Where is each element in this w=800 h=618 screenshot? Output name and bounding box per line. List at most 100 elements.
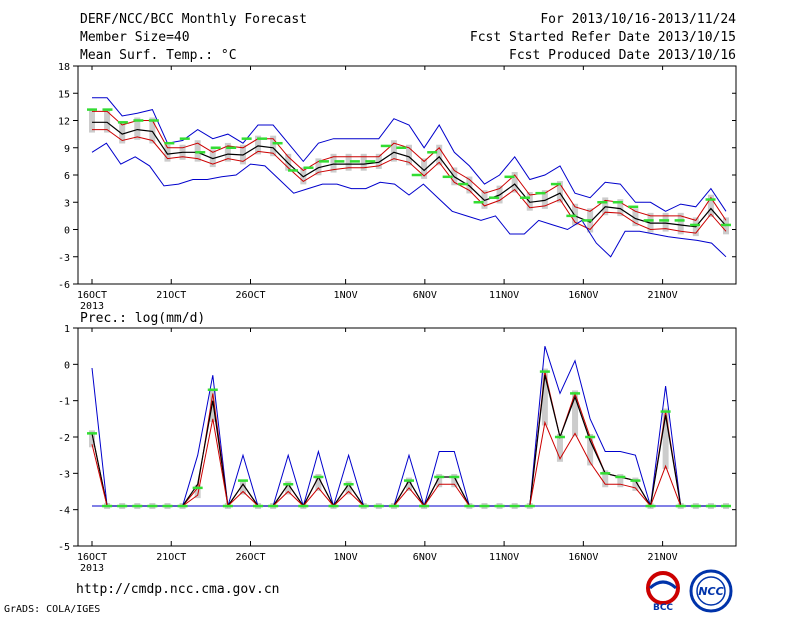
start-date: Fcst Started Refer Date 2013/10/15 [469,30,736,45]
prec-spread-box [194,484,201,499]
temp-spread-box [541,190,548,209]
temp-y-tick-label: 12 [58,117,70,128]
temp-spread-box [255,135,262,155]
temp-spread-box [406,144,412,166]
prec-x-tick-label: 6NOV [413,552,437,563]
prec-y-tick-label: -1 [58,397,70,408]
temp-min-line [91,142,727,258]
prec-plot-frame [77,327,737,547]
prec-panel-title: Prec.: log(mm/d) [80,311,205,326]
temp-spread-box [421,158,428,179]
temp-y-tick-label: 0 [64,226,70,237]
temp-spread-box [224,142,231,162]
temp-spread-box [104,108,111,133]
temp-x-tick-label: 1NOV [334,290,358,301]
temp-spread-box [345,153,352,171]
temp-x-year-label: 2013 [80,301,104,312]
temp-spread-box [134,117,141,140]
prec-x-tick-label: 16NOV [568,552,598,563]
temp-x-tick-label: 16OCT [77,290,107,301]
prec-y-tick-label: -2 [58,433,70,444]
temp-x-tick-label: 16NOV [568,290,598,301]
temp-spread-box [466,176,473,194]
member-size: Member Size=40 [80,30,190,45]
ncc-logo-text: NCC [698,585,723,598]
temp-max-line [92,97,727,212]
forecast-period: For 2013/10/16-2013/11/24 [540,12,736,27]
temp-x-tick-label: 26OCT [235,290,265,301]
temp-spread-box [481,190,488,209]
temp-spread-box [270,135,277,157]
prec-x-tick-label: 21OCT [156,552,186,563]
prec-x-year-label: 2013 [80,563,104,574]
prec-spread-box [406,477,412,491]
prec-spread-box [89,430,95,448]
prec-spread-box [541,368,548,426]
temp-spread-box [194,140,201,162]
temp-spread-box [436,144,443,166]
temp-spread-box [330,153,337,173]
chart-title: DERF/NCC/BCC Monthly Forecast [80,12,307,27]
prec-lower-line [91,418,726,508]
temp-spread-box [707,194,714,218]
temp-spread-box [285,153,292,171]
temp-spread-box [632,208,639,227]
bcc-logo: BCC [646,571,680,613]
prec-x-tick-label: 1NOV [334,552,358,563]
temp-spread-box [119,122,126,144]
temp-plot-frame [77,65,737,285]
temp-spread-box [360,153,367,171]
temp-y-tick-label: 15 [58,89,70,100]
temp-spread-box [315,158,322,176]
source-url[interactable]: http://cmdp.ncc.cma.gov.cn [76,582,280,597]
temp-spread-box [556,181,563,203]
temp-x-tick-label: 21OCT [156,290,186,301]
temp-spread-box [511,172,518,193]
prec-spread-box [587,434,594,466]
prec-spread-box [239,481,246,495]
temp-lower-line [92,129,727,234]
prec-y-tick-label: 1 [64,324,70,335]
prec-spread-box [315,473,322,491]
prec-spread-box [556,434,563,462]
grads-credit: GrADS: COLA/IGES [4,604,101,615]
prec-x-tick-label: 11NOV [489,552,519,563]
prec-y-tick-label: -3 [58,469,70,480]
temp-spread-box [149,117,156,144]
ncc-logo: NCC [689,569,733,613]
temp-y-tick-label: 9 [64,144,70,155]
prec-spread-box [662,408,669,470]
temp-spread-box [677,212,684,235]
temp-spread-box [375,153,382,169]
prec-spread-box [345,481,352,495]
temp-x-tick-label: 21NOV [648,290,678,301]
prec-spread-box [451,473,458,488]
prec-max-line [91,346,726,508]
prec-y-tick-label: 0 [64,360,70,371]
prec-spread-box [436,473,443,488]
prec-spread-box [617,473,624,488]
prec-spread-box [572,390,579,437]
temp-spread-box [662,212,669,232]
prec-x-tick-label: 21NOV [648,552,678,563]
temp-spread-box [617,199,624,217]
temp-y-tick-label: -6 [58,280,70,291]
prec-spread-box [209,390,216,422]
prec-spread-box [285,481,292,495]
prec-y-tick-label: -4 [58,506,70,517]
temp-y-tick-label: 6 [64,171,70,182]
prec-spread-box [632,477,639,491]
temp-y-tick-label: -3 [58,253,70,264]
temp-y-tick-label: 3 [64,198,70,209]
variable-label: Mean Surf. Temp.: °C [80,48,237,63]
temp-spread-box [572,203,579,226]
produced-date: Fcst Produced Date 2013/10/16 [509,48,736,63]
prec-spread-box [602,470,609,488]
prec-x-tick-label: 16OCT [77,552,107,563]
temp-spread-box [390,140,397,162]
temp-y-tick-label: 18 [58,62,70,73]
temp-x-tick-label: 6NOV [413,290,437,301]
temp-x-tick-label: 11NOV [489,290,519,301]
temp-upper-line [92,110,727,221]
